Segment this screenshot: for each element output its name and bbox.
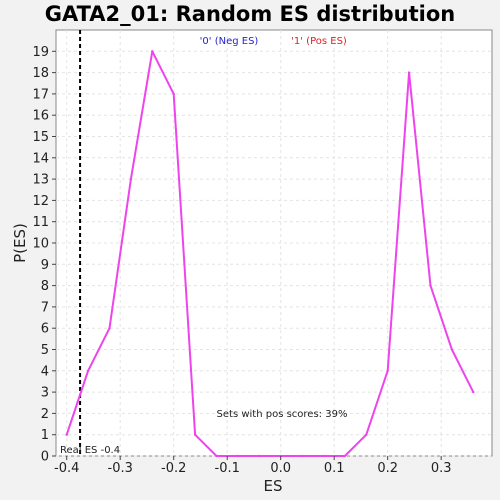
data-point [172, 92, 175, 96]
y-tick-label: 1 [41, 428, 49, 443]
x-axis-label: ES [264, 477, 283, 495]
y-tick-label: 8 [41, 279, 49, 294]
data-point [129, 177, 133, 181]
y-tick-label: 18 [32, 66, 49, 81]
data-point [343, 454, 347, 458]
x-tick-label: 0.2 [377, 461, 398, 476]
data-point [386, 369, 389, 372]
y-tick-label: 4 [41, 364, 49, 379]
y-tick-label: 5 [41, 343, 49, 358]
x-tick-label: 0.3 [431, 461, 452, 476]
data-point [76, 401, 79, 404]
y-axis-label: P(ES) [11, 223, 29, 263]
y-tick-label: 6 [41, 322, 49, 337]
x-tick-label: -0.3 [108, 461, 133, 476]
y-tick-label: 17 [32, 87, 49, 102]
y-tick-label: 13 [32, 173, 49, 188]
y-tick-label: 9 [41, 258, 49, 273]
x-tick-label: -0.1 [215, 461, 240, 476]
y-tick-label: 15 [32, 130, 49, 145]
pos-scores-annotation: Sets with pos scores: 39% [217, 409, 348, 420]
y-tick-label: 0 [41, 450, 49, 465]
legend-entry: '0' (Neg ES) [200, 36, 259, 47]
real-es-marker: Real ES -0.4 [60, 30, 120, 456]
legend: '0' (Neg ES) '1' (Pos ES) [200, 36, 347, 47]
legend-entry: '1' (Pos ES) [291, 36, 347, 47]
y-tick-label: 2 [41, 407, 49, 422]
data-point [258, 454, 261, 458]
grid-lines [56, 30, 492, 457]
data-point [86, 369, 90, 372]
y-tick-label: 14 [32, 151, 49, 166]
y-tick-label: 12 [32, 194, 49, 209]
chart-title: GATA2_01: Random ES distribution [45, 2, 456, 26]
data-point [108, 327, 111, 330]
y-tick-label: 19 [32, 45, 49, 60]
real-es-label: Real ES -0.4 [60, 445, 120, 456]
y-tick-label: 3 [41, 386, 49, 401]
x-tick-label: 0.0 [270, 461, 291, 476]
data-point [65, 433, 68, 436]
x-tick-label: -0.4 [54, 461, 79, 476]
y-tick-label: 11 [32, 215, 49, 230]
y-tick-label: 7 [41, 300, 49, 315]
data-point [450, 348, 454, 351]
x-tick-label: 0.1 [324, 461, 345, 476]
data-point [407, 71, 411, 74]
data-point [300, 454, 304, 458]
y-tick-label: 10 [32, 237, 49, 252]
data-point [236, 454, 240, 458]
data-point [215, 454, 218, 458]
series-layer [65, 50, 475, 458]
y-tick-label: 16 [32, 109, 49, 124]
data-point [151, 50, 154, 53]
axes: -0.4 -0.3 -0.2 -0.1 0.0 0.1 0.2 0.3012345678910… [32, 45, 451, 476]
data-point [193, 433, 197, 436]
data-point [322, 454, 325, 458]
data-point [429, 284, 432, 287]
data-point [365, 433, 368, 436]
x-tick-label: -0.2 [161, 461, 186, 476]
data-point [472, 390, 475, 394]
